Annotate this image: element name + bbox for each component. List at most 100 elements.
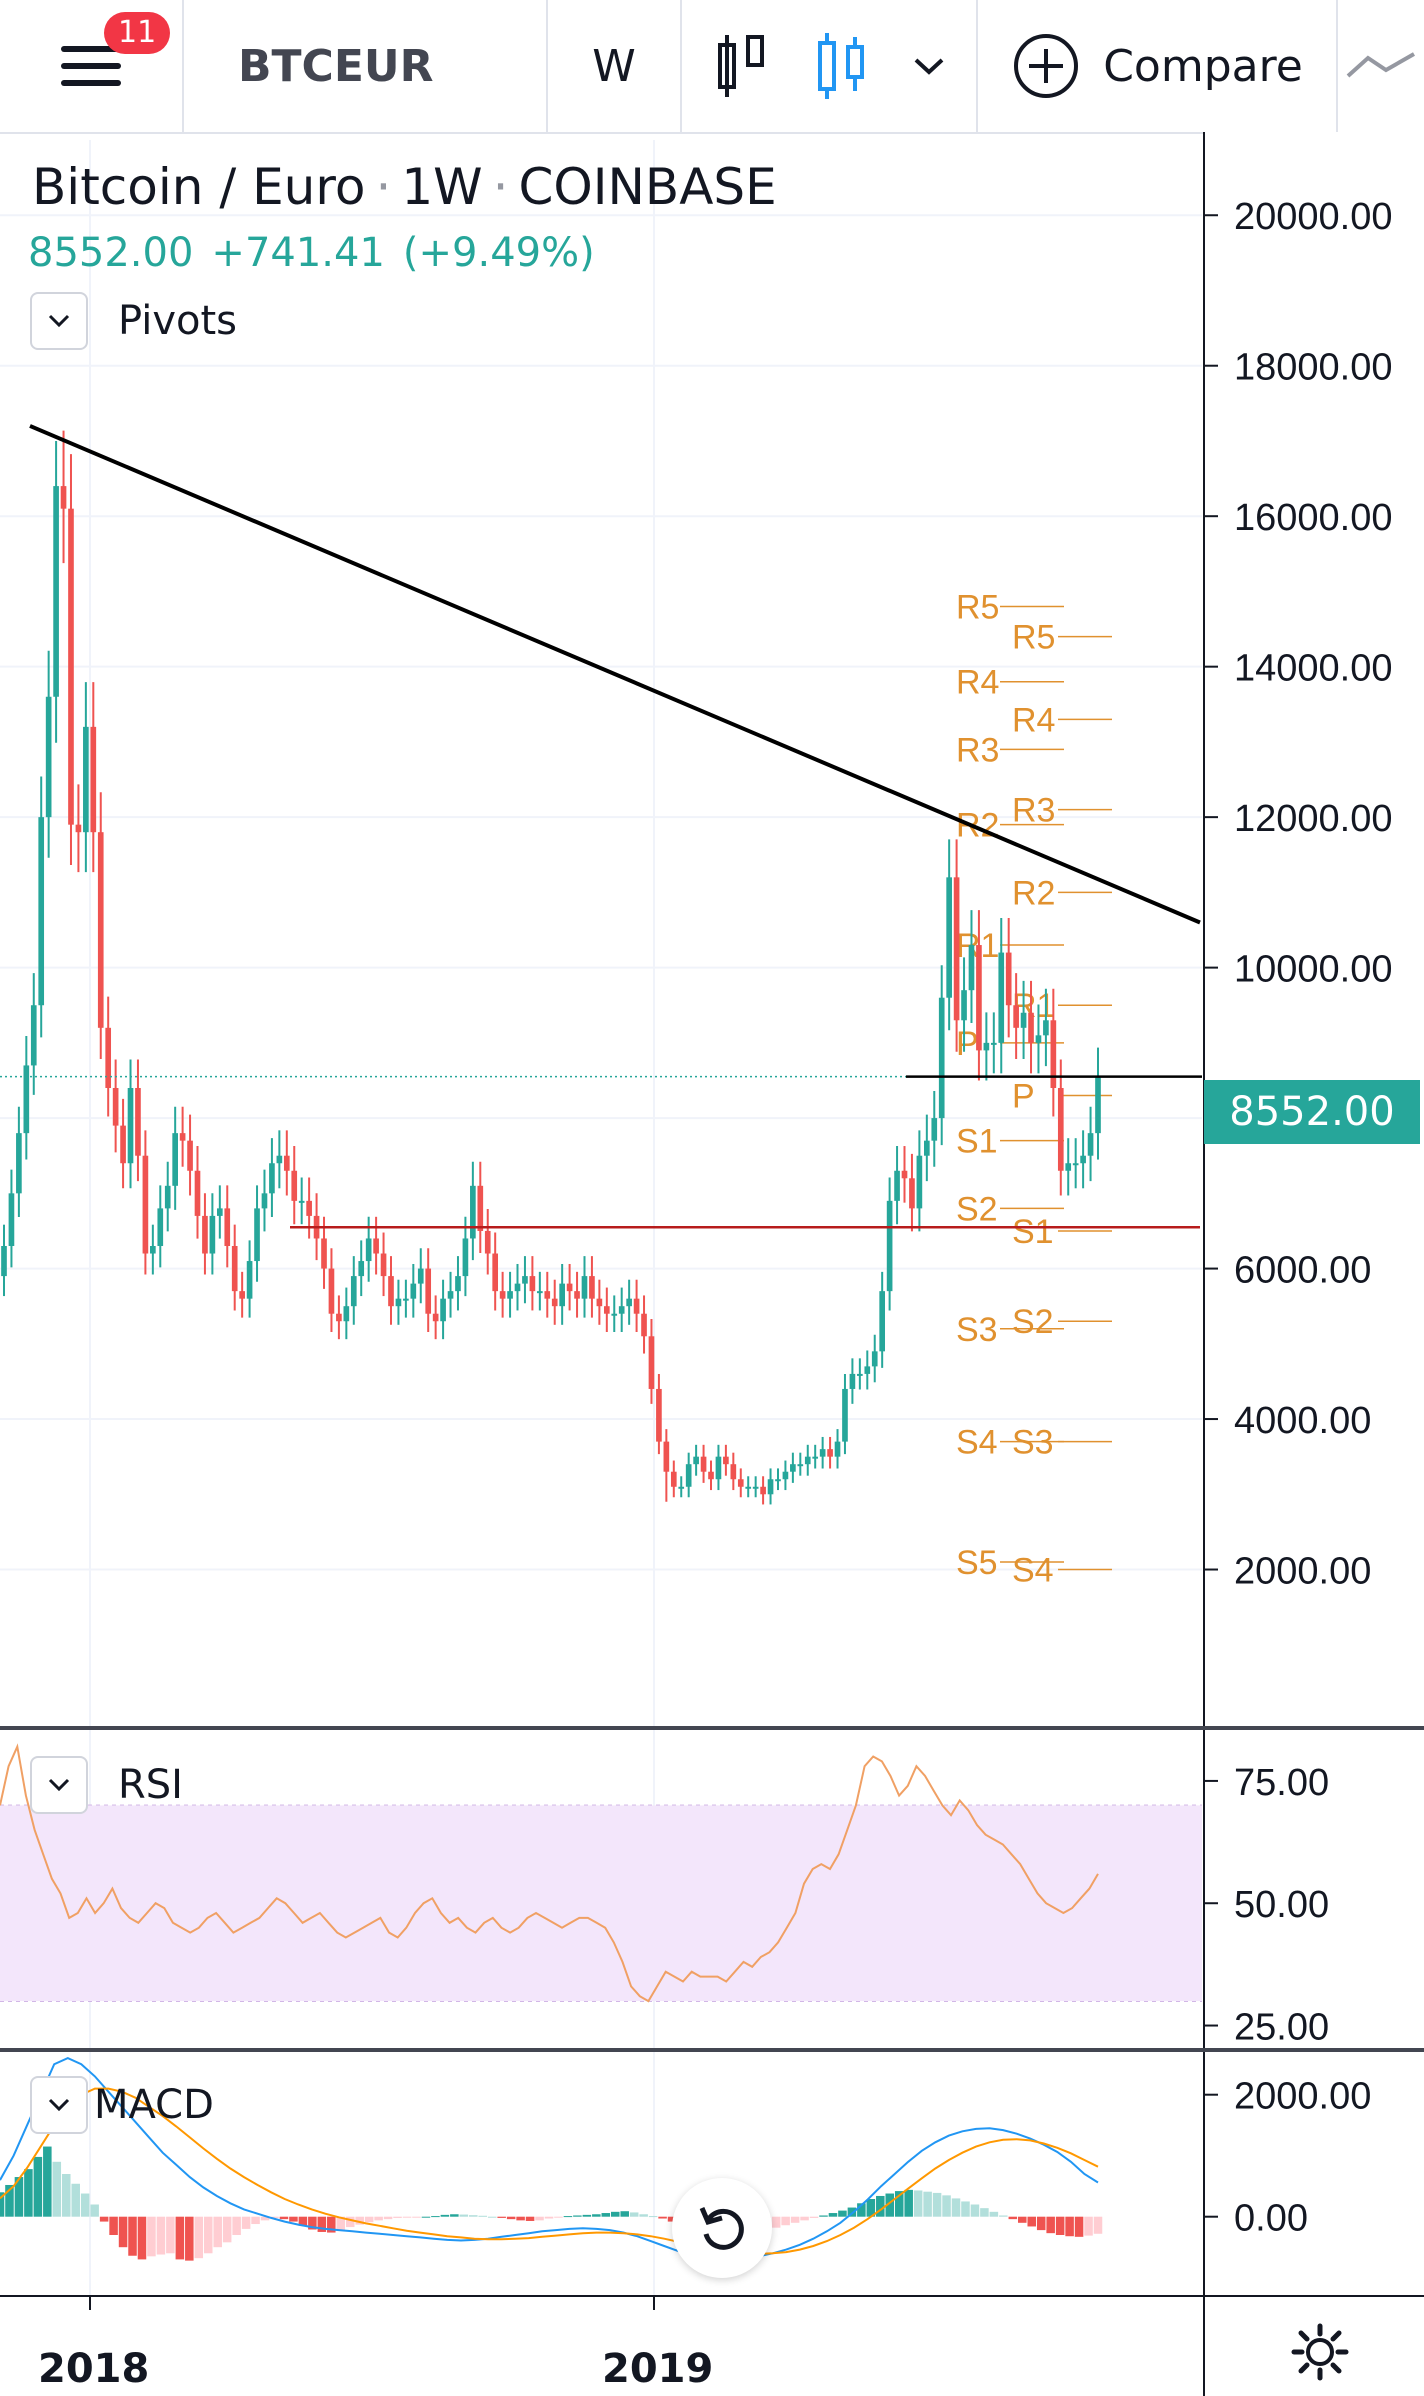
candle-body [462, 1238, 469, 1277]
macd-histogram-bar [885, 2193, 895, 2217]
candle-body [514, 1283, 521, 1292]
candle-body [998, 952, 1005, 1043]
candle-body [551, 1298, 558, 1307]
pivots-legend: Pivots [30, 292, 237, 350]
line-indicator-icon [1346, 52, 1415, 78]
macd-histogram-bar [270, 2216, 279, 2218]
candle-body [715, 1456, 722, 1480]
candle-body [97, 832, 104, 1028]
candle-body [909, 1178, 915, 1209]
candle-body [484, 1230, 491, 1254]
candle-body [1, 1246, 7, 1277]
candle-body [105, 1027, 112, 1088]
candle-body [708, 1471, 714, 1480]
candle-body [916, 1155, 923, 1209]
macd-histogram-bar [43, 2146, 52, 2217]
macd-histogram-bar [336, 2216, 346, 2231]
legend-last: 8552.00 [28, 230, 194, 276]
macd-histogram-bar [781, 2216, 790, 2226]
rsi-collapse-button[interactable] [30, 1756, 88, 1814]
candle-body [938, 997, 945, 1119]
candle-body [507, 1291, 513, 1299]
price-axis-label: 6000.00 [1234, 1250, 1371, 1292]
candle-body [1087, 1133, 1094, 1156]
macd-histogram-bar [800, 2216, 809, 2221]
pivot-label: S3 [1012, 1424, 1054, 1462]
macd-histogram-bar [185, 2216, 194, 2261]
candle-body [663, 1441, 670, 1472]
pivot-label: R5 [956, 588, 999, 626]
macd-legend: MACD [30, 2076, 214, 2134]
macd-histogram-bar [639, 2214, 648, 2217]
candle-body [336, 1313, 342, 1322]
settings-gear-icon[interactable] [1290, 2322, 1350, 2382]
chart-style-button[interactable] [682, 0, 978, 132]
candle-body [737, 1479, 744, 1487]
candle-body [395, 1298, 402, 1307]
candle-body [179, 1133, 186, 1141]
macd-histogram-bar [128, 2216, 137, 2256]
x-label-2019: 2019 [602, 2346, 714, 2392]
macd-collapse-button[interactable] [30, 2076, 88, 2134]
candle-body [849, 1373, 856, 1389]
candle-body [670, 1471, 677, 1487]
candle-body [90, 726, 97, 833]
candle-body [38, 817, 45, 1006]
interval-button[interactable]: W [548, 0, 682, 132]
macd-histogram-bar [525, 2216, 535, 2221]
pivot-label: R4 [956, 664, 999, 702]
candle-body [626, 1298, 632, 1307]
candle-body [75, 824, 82, 833]
candle-body [30, 1005, 37, 1066]
candle-body [224, 1208, 231, 1246]
hamburger-menu-icon [61, 46, 121, 86]
macd-histogram-bar [487, 2216, 497, 2218]
candle-body [901, 1170, 908, 1179]
macd-label: MACD [94, 2082, 214, 2128]
candle-body [522, 1276, 528, 1284]
price-axis[interactable]: 20000.00 18000.00 16000.00 14000.00 12000.00… [1203, 132, 1424, 2396]
candle-body [447, 1291, 454, 1299]
candle-body [827, 1449, 833, 1457]
candle-body [559, 1283, 565, 1307]
macd-histogram-bar [374, 2216, 383, 2221]
price-axis-label: 10000.00 [1234, 949, 1393, 991]
indicators-button[interactable] [1338, 0, 1424, 132]
reset-chart-button[interactable] [672, 2178, 772, 2278]
chevron-down-icon [48, 314, 70, 328]
candle-body [254, 1208, 260, 1262]
compare-label: Compare [1103, 40, 1303, 92]
trend-line[interactable] [29, 424, 1201, 925]
macd-histogram-bar [648, 2216, 658, 2218]
macd-histogram-bar [932, 2192, 942, 2217]
macd-histogram-bar [137, 2216, 147, 2260]
menu-button[interactable]: 11 [0, 0, 184, 132]
macd-histogram-bar [790, 2216, 800, 2223]
pane-separators[interactable] [0, 1726, 1424, 2396]
symbol-search-button[interactable]: BTCEUR [184, 0, 548, 132]
macd-histogram-bar [327, 2216, 336, 2233]
macd-histogram-bar [469, 2215, 478, 2217]
macd-histogram-bar [857, 2203, 866, 2217]
macd-histogram-bar [506, 2216, 516, 2220]
candle-body [693, 1456, 699, 1465]
legend-exchange: COINBASE [518, 158, 777, 216]
candle-body [1020, 1012, 1027, 1028]
macd-histogram-bar [876, 2195, 885, 2217]
pivots-collapse-button[interactable] [30, 292, 88, 350]
candle-body [1072, 1163, 1079, 1166]
macd-histogram-bar [819, 2215, 828, 2217]
candle-body [834, 1441, 841, 1457]
macd-histogram-bar [658, 2216, 667, 2219]
compare-button[interactable]: Compare [978, 0, 1338, 132]
candle-body [343, 1306, 350, 1322]
pivot-label: R3 [956, 731, 999, 769]
macd-histogram-bar [478, 2215, 488, 2217]
macd-histogram-bar [847, 2207, 857, 2217]
candle-body [8, 1193, 15, 1246]
macd-histogram-bar [241, 2216, 251, 2229]
rsi-band [0, 1805, 1202, 2002]
notification-badge: 11 [104, 12, 171, 54]
chart-area[interactable]: R5R4R3R2R1PS1S2S3S4S5R5R4R3R2R1PS1S2S3S4… [0, 132, 1424, 2396]
macd-histogram-bar [904, 2189, 913, 2217]
